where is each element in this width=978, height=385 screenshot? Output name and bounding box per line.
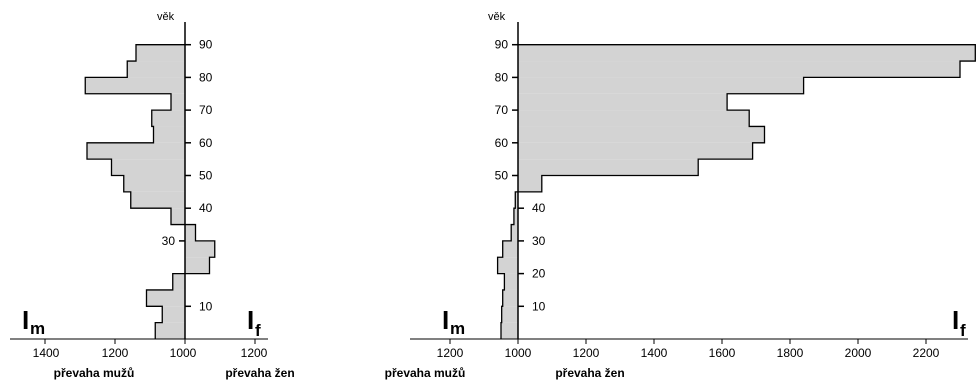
left-y-tick-label: 80 — [199, 70, 213, 84]
right-step-bar — [518, 61, 960, 78]
right-x-tick-label: 1000 — [505, 346, 532, 360]
left-y-axis-label: věk — [157, 11, 175, 23]
right-chart: 10 20 30 40 50 60 70 80 90 věk 1200 1000 1200 14… — [385, 11, 976, 380]
left-step-bar — [127, 61, 185, 78]
left-x-tick-label: 1400 — [33, 346, 60, 360]
left-step-bar — [171, 208, 185, 225]
right-step-bar — [497, 257, 518, 274]
left-step-bar — [123, 175, 185, 192]
right-x-tick-label: 1200 — [573, 346, 600, 360]
right-step-bar — [518, 175, 542, 192]
right-y-tick-label: 50 — [495, 169, 509, 183]
left-step-bar — [185, 257, 210, 274]
corner-main-letter: I — [952, 305, 959, 335]
right-y-axis-label: věk — [488, 11, 506, 23]
right-y-tick-label: 60 — [495, 136, 509, 150]
right-label-male-predominance: převaha mužů — [385, 366, 466, 380]
right-y-tick-label: 30 — [532, 234, 546, 248]
left-y-tick-label: 90 — [199, 38, 213, 52]
left-y-ticks: 10 30 40 50 60 70 80 90 — [162, 38, 213, 314]
right-x-tick-label: 1600 — [709, 346, 736, 360]
left-step-bar — [111, 159, 185, 176]
right-step-bar — [501, 306, 518, 323]
left-chart: 10 30 40 50 60 70 80 90 věk 1400 1200 1000 1200… — [10, 11, 295, 380]
left-label-male-predominance: převaha mužů — [54, 366, 135, 380]
right-x-tick-label: 2000 — [845, 346, 872, 360]
right-step-bar — [504, 273, 518, 290]
left-area-layer — [84, 44, 216, 339]
left-y-tick-label: 70 — [199, 103, 213, 117]
corner-main-letter: I — [247, 305, 254, 335]
right-step-bar — [518, 126, 765, 143]
left-y-tick-label: 40 — [199, 201, 213, 215]
corner-main-letter: I — [442, 305, 449, 335]
right-step-bar — [518, 142, 753, 160]
right-y-tick-label: 80 — [495, 70, 509, 84]
right-y-ticks: 10 20 30 40 50 60 70 80 90 — [495, 38, 546, 314]
right-x-ticks: 1200 1000 1200 1400 1600 1800 2000 2200 — [437, 339, 940, 360]
right-y-tick-label: 40 — [532, 201, 546, 215]
left-step-bar — [162, 306, 185, 323]
left-x-tick-label: 1000 — [170, 346, 197, 360]
left-corner-if: I f — [247, 305, 261, 340]
right-x-tick-label: 1800 — [777, 346, 804, 360]
left-step-bar — [87, 142, 185, 160]
right-step-bar — [513, 208, 518, 225]
left-y-tick-label: 10 — [199, 299, 213, 313]
right-step-bar — [502, 240, 518, 258]
left-label-female-predominance: převaha žen — [225, 366, 294, 380]
left-step-bar — [185, 224, 196, 241]
right-x-tick-label: 1400 — [641, 346, 668, 360]
left-step-bar — [171, 93, 185, 111]
left-profile-outline — [84, 44, 216, 339]
right-corner-im: I m — [442, 305, 465, 338]
left-step-bar — [153, 126, 185, 143]
right-y-tick-label: 10 — [532, 299, 546, 313]
left-step-bar — [130, 191, 185, 209]
right-x-tick-label: 2200 — [913, 346, 940, 360]
corner-main-letter: I — [22, 305, 29, 335]
right-corner-if: I f — [952, 305, 966, 340]
corner-subscript: f — [255, 321, 261, 340]
left-step-bar — [155, 322, 185, 339]
right-step-bar — [518, 44, 976, 62]
corner-subscript: f — [960, 321, 966, 340]
left-y-tick-label: 50 — [199, 169, 213, 183]
right-y-tick-label: 70 — [495, 103, 509, 117]
left-x-tick-label: 1200 — [241, 346, 268, 360]
left-corner-im: I m — [22, 305, 45, 338]
right-step-bar — [518, 93, 728, 111]
right-y-tick-label: 90 — [495, 38, 509, 52]
left-step-bar — [151, 110, 185, 127]
corner-subscript: m — [450, 319, 465, 338]
right-step-bar — [518, 159, 699, 176]
right-label-female-predominance: převaha žen — [555, 366, 624, 380]
right-step-bar — [515, 191, 518, 209]
right-step-bar — [501, 322, 518, 339]
right-x-tick-label: 1200 — [437, 346, 464, 360]
left-y-tick-label: 60 — [199, 136, 213, 150]
right-step-bar — [518, 110, 750, 127]
left-step-bar — [136, 44, 185, 62]
left-step-bar — [185, 240, 215, 258]
left-x-tick-label: 1200 — [102, 346, 129, 360]
left-step-bar — [172, 273, 185, 290]
right-profile-outline — [496, 44, 976, 339]
corner-subscript: m — [30, 319, 45, 338]
right-y-tick-label: 20 — [532, 267, 546, 281]
left-y-tick-label: 30 — [162, 234, 176, 248]
right-area-layer — [496, 44, 976, 339]
left-step-bar — [85, 77, 185, 94]
right-step-bar — [518, 77, 804, 94]
left-x-ticks: 1400 1200 1000 1200 — [33, 339, 268, 360]
right-step-bar — [502, 289, 518, 307]
right-step-bar — [511, 224, 518, 241]
left-step-bar — [146, 289, 185, 307]
